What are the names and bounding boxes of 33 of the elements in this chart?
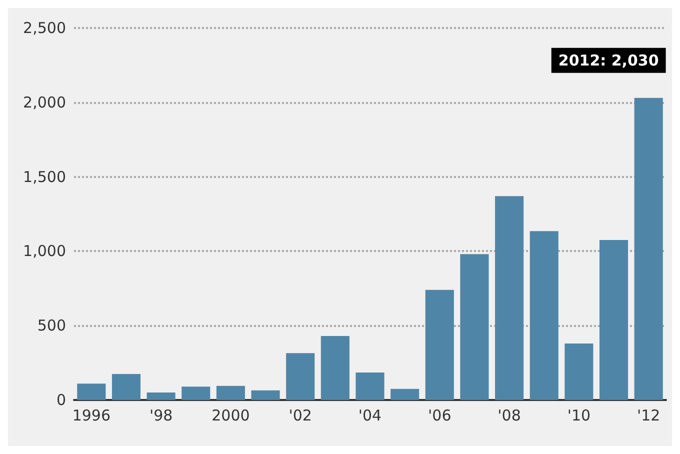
bar — [425, 290, 454, 400]
x-tick-label: 2000 — [212, 406, 250, 424]
bar — [356, 372, 384, 400]
bar — [286, 353, 315, 400]
x-tick-label: '08 — [498, 406, 521, 424]
bar — [564, 343, 594, 400]
y-tick-label: 500 — [37, 316, 66, 335]
bar — [182, 386, 210, 400]
bar — [530, 231, 558, 400]
y-tick-label: 0 — [56, 391, 66, 409]
bar — [216, 386, 245, 400]
bar — [599, 240, 628, 400]
bar — [251, 390, 280, 400]
bar — [112, 374, 141, 400]
y-tick-label: 2,500 — [23, 19, 66, 37]
x-tick-label: '12 — [636, 406, 660, 424]
y-tick-label: 2,000 — [23, 93, 66, 112]
bar — [390, 388, 420, 400]
y-tick-label: 1,500 — [23, 168, 66, 186]
x-tick-label: '04 — [358, 406, 382, 424]
x-tick-label: 1996 — [72, 406, 111, 424]
bar — [146, 392, 176, 400]
x-tick-label: '06 — [428, 406, 452, 424]
bar — [634, 98, 663, 400]
bar — [77, 384, 106, 400]
bar — [495, 196, 524, 400]
x-tick-label: '98 — [149, 406, 173, 424]
bar — [460, 254, 489, 400]
x-tick-label: '10 — [567, 406, 591, 424]
y-tick-label: 1,000 — [23, 242, 66, 260]
bar — [320, 336, 350, 400]
x-tick-label: '02 — [288, 406, 312, 424]
annotation: 2012: 2,030 — [558, 51, 659, 70]
